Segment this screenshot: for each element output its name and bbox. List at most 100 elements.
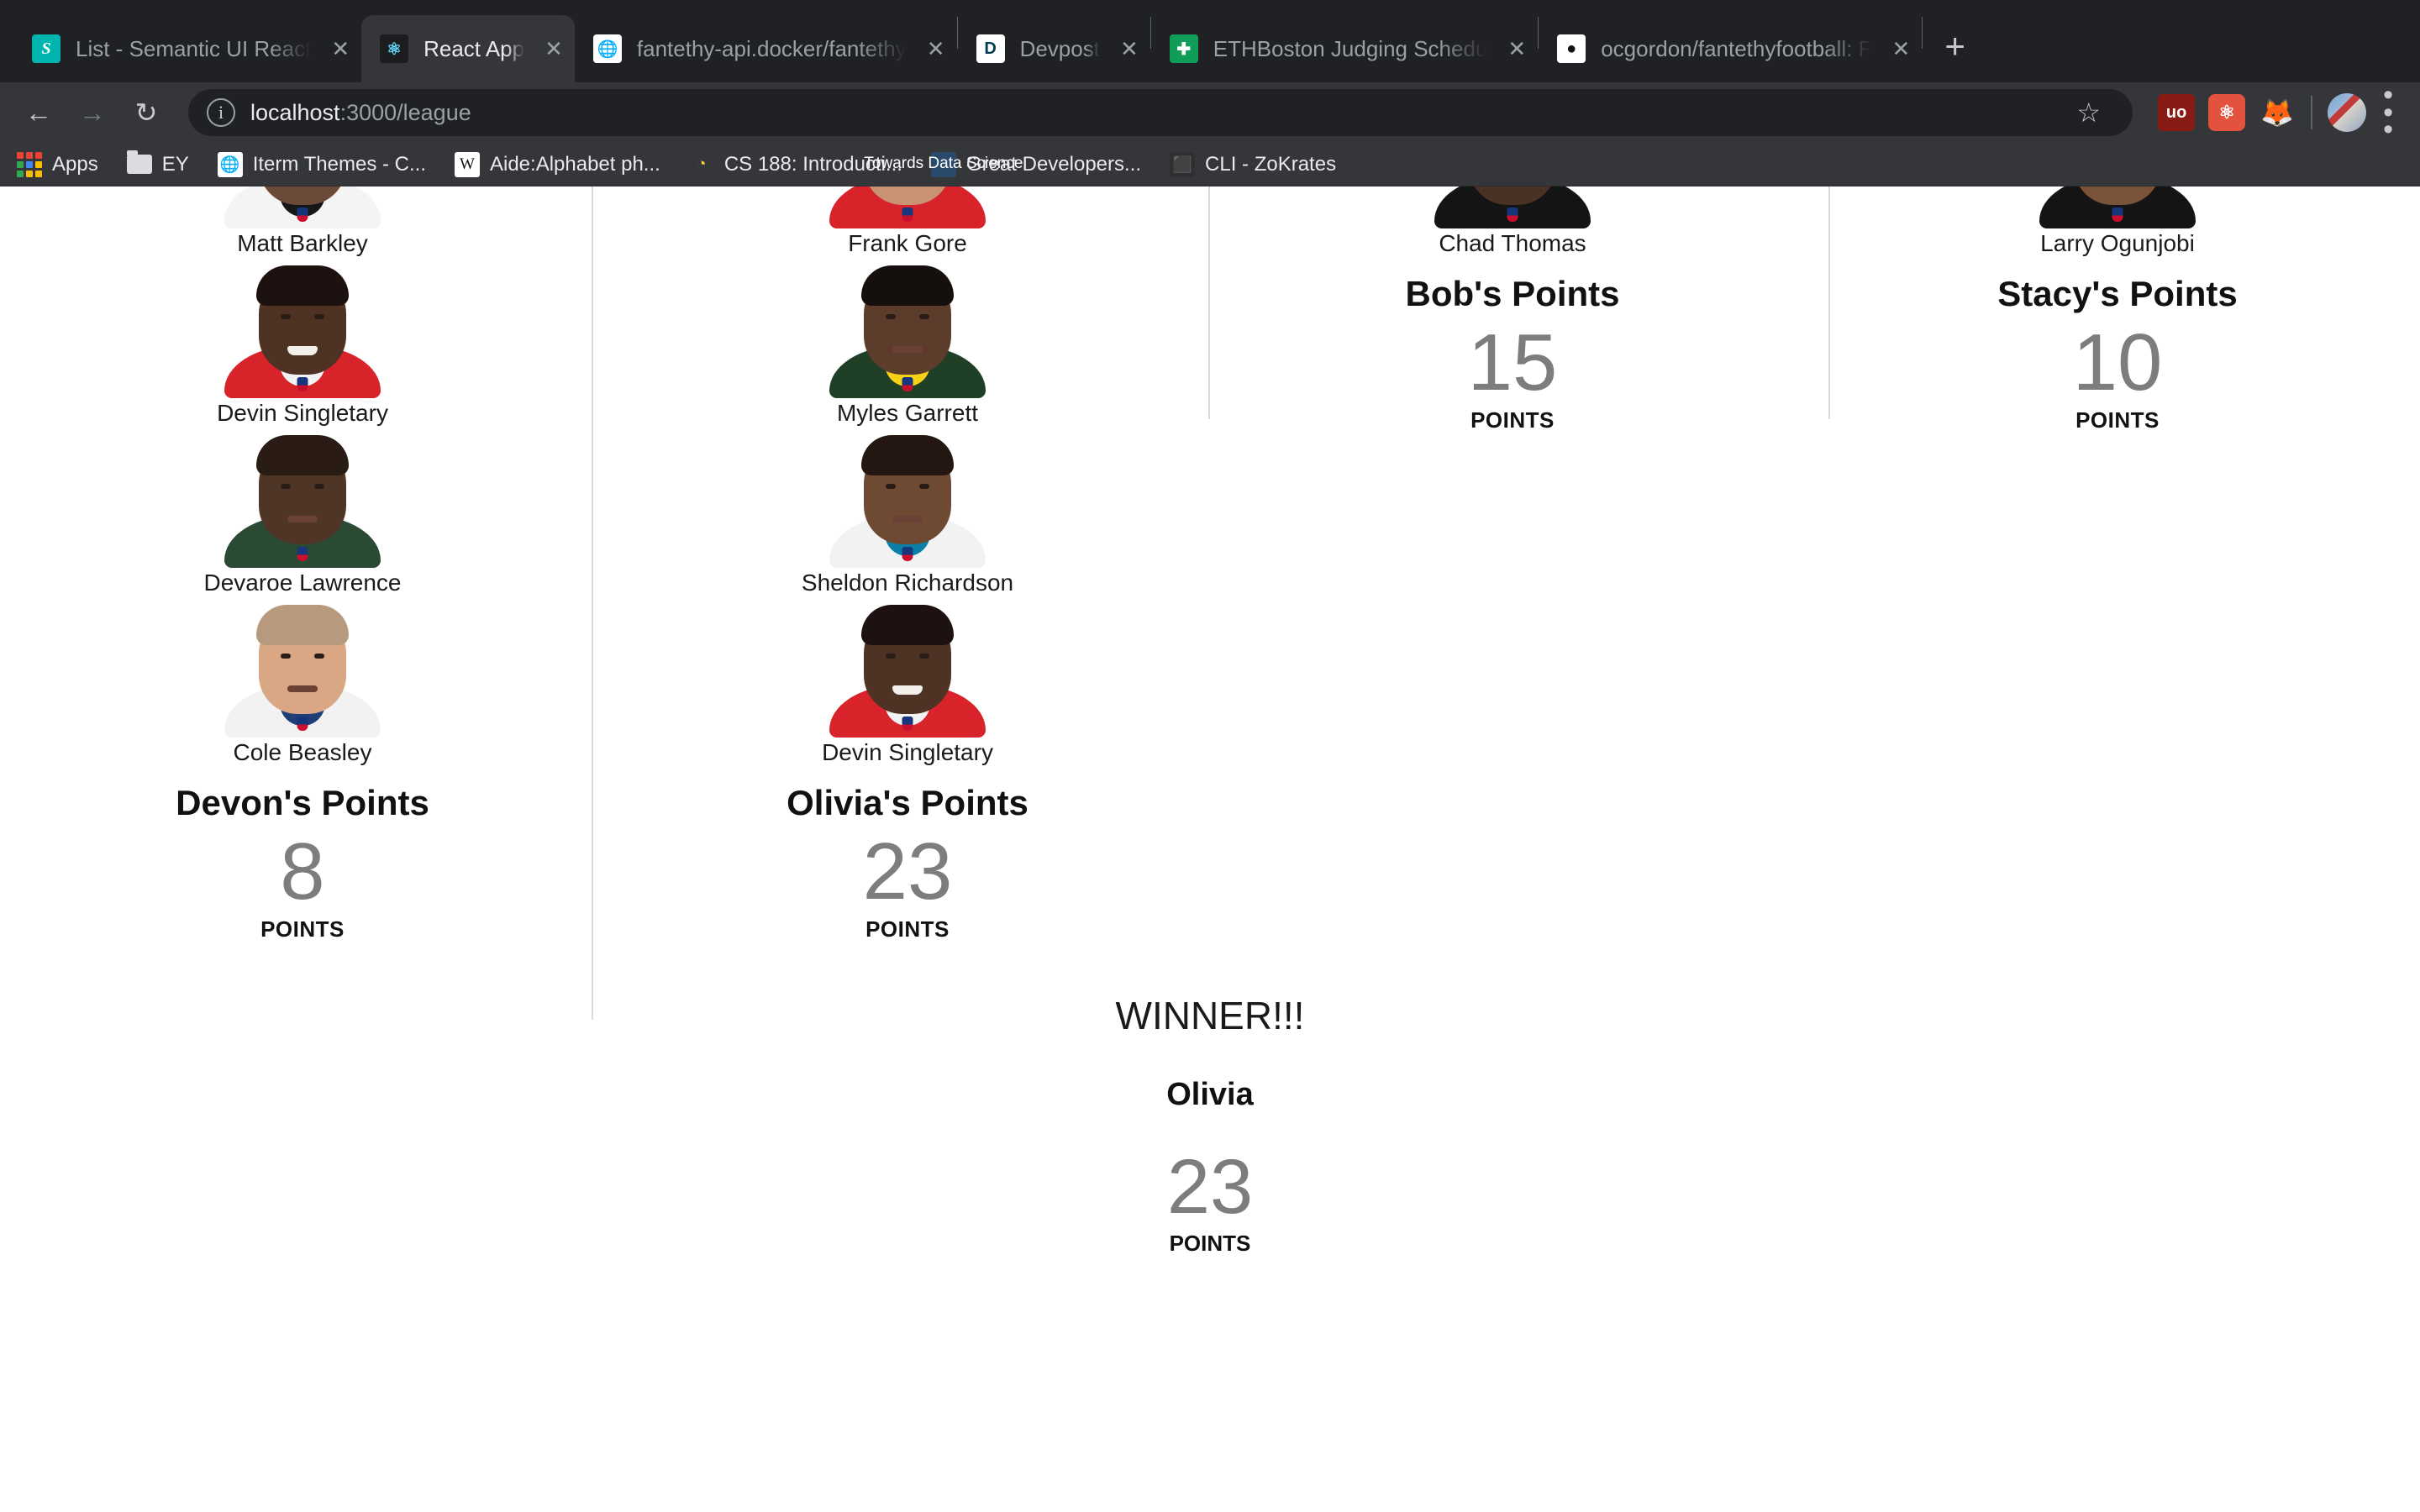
browser-tab-4[interactable]: ✚ ETHBoston Judging Schedu ✕ (1151, 15, 1538, 82)
react-devtools-icon[interactable]: ⚛ (2208, 94, 2246, 131)
bookmark-label: Apps (52, 152, 98, 176)
forward-icon[interactable]: → (79, 97, 106, 128)
browser-tab-5[interactable]: ● ocgordon/fantethyfootball: F ✕ (1539, 15, 1922, 82)
browser-tab-2[interactable]: 🌐 fantethy-api.docker/fantethy ✕ (575, 15, 957, 82)
new-tab-button[interactable]: + (1944, 26, 1965, 66)
player-name: Devin Singletary (822, 739, 993, 765)
close-icon[interactable]: ✕ (1507, 35, 1527, 61)
tab-title: List - Semantic UI React (76, 35, 312, 61)
bookmark-aide-alphabet[interactable]: W Aide:Alphabet ph... (454, 151, 660, 177)
tab-strip: S List - Semantic UI React ✕ ⚛ React App… (0, 0, 2420, 82)
team-points-value: 10 (2072, 318, 2163, 407)
profile-avatar[interactable] (2328, 93, 2367, 132)
tab-title: Devpost (1019, 35, 1100, 61)
team-column-bob: Chad Thomas Bob's Points 15 POINTS (1210, 186, 1815, 942)
url-path: :3000/league (339, 99, 471, 125)
bookmark-label: CLI - ZoKrates (1205, 152, 1337, 176)
player-name: Devin Singletary (217, 400, 388, 426)
bookmark-label: Iterm Themes - C... (252, 152, 426, 176)
player-card[interactable]: Devin Singletary (815, 605, 1000, 766)
url-text: localhost:3000/league (250, 100, 471, 126)
bookmark-label: EY (161, 152, 189, 176)
player-card[interactable]: Devin Singletary (210, 265, 395, 427)
reload-icon[interactable]: ↻ (134, 97, 158, 128)
close-icon[interactable]: ✕ (1891, 35, 1911, 61)
team-points-title: Olivia's Points (786, 783, 1028, 822)
close-icon[interactable]: ✕ (1119, 35, 1139, 61)
player-headshot (819, 265, 996, 398)
player-card[interactable]: Matt Barkley (210, 186, 395, 257)
bookmark-ey[interactable]: EY (126, 150, 189, 177)
team-column-stacy: Larry Ogunjobi Stacy's Points 10 POINTS (1815, 186, 2420, 942)
browser-tab-3[interactable]: D Devpost ✕ (958, 15, 1150, 82)
player-card[interactable]: Chad Thomas (1420, 186, 1605, 257)
team-points-title: Stacy's Points (1997, 274, 2238, 313)
bookmark-label: Aide:Alphabet ph... (489, 152, 660, 176)
site-info-icon[interactable]: i (207, 98, 235, 127)
team-points-value: 8 (280, 827, 325, 916)
browser-tab-0[interactable]: S List - Semantic UI React ✕ (13, 15, 361, 82)
player-headshot (819, 186, 996, 228)
browser-tab-1[interactable]: ⚛ React App ✕ (361, 15, 575, 82)
player-card[interactable]: Frank Gore (815, 186, 1000, 257)
player-name: Frank Gore (848, 230, 967, 256)
address-bar[interactable]: i localhost:3000/league ☆ (188, 89, 2133, 136)
globe-icon: 🌐 (592, 34, 622, 63)
bookmark-apps[interactable]: Apps (17, 151, 98, 177)
player-name: Devaroe Lawrence (203, 570, 402, 596)
points-label: POINTS (2075, 407, 2160, 433)
close-icon[interactable]: ✕ (544, 35, 563, 61)
bookmark-great-developers[interactable]: Towards Data Science Great Developers... (864, 151, 1142, 177)
bookmark-iterm-themes[interactable]: 🌐 Iterm Themes - C... (217, 151, 426, 177)
close-icon[interactable]: ✕ (926, 35, 945, 61)
tab-separator (1150, 17, 1151, 49)
folder-icon (126, 150, 152, 177)
tab-title: ocgordon/fantethyfootball: F (1601, 35, 1872, 61)
team-points-value: 15 (1467, 318, 1558, 407)
column-divider-3 (1828, 186, 1830, 419)
url-host: localhost (250, 99, 340, 125)
devpost-icon: D (976, 34, 1005, 63)
towards-data-science-icon: Towards Data Science (864, 151, 1023, 177)
bookmark-cs188[interactable]: ◔ CS 188: Introducti... (689, 152, 902, 177)
column-divider-2 (1208, 186, 1210, 419)
player-headshot (819, 605, 996, 738)
player-name: Sheldon Richardson (801, 570, 1014, 596)
tab-separator (1922, 17, 1923, 49)
react-icon: ⚛ (380, 34, 409, 63)
player-card[interactable]: Larry Ogunjobi (2025, 186, 2210, 257)
points-label: POINTS (1470, 407, 1555, 433)
points-label: POINTS (260, 916, 345, 942)
player-headshot (1424, 186, 1601, 228)
browser-toolbar: ← → ↻ i localhost:3000/league ☆ uο ⚛ 🦊 •… (0, 79, 2420, 146)
winner-section: WINNER!!! Olivia 23 POINTS (0, 942, 2420, 1257)
terminal-icon: ⬛ (1170, 151, 1196, 177)
browser-menu-icon[interactable]: • • • (2383, 79, 2393, 146)
google-sheets-icon: ✚ (1169, 34, 1198, 63)
player-headshot (2029, 186, 2206, 228)
tab-title: React App (424, 35, 525, 61)
winner-name: Olivia (1166, 1076, 1254, 1112)
ublock-origin-icon[interactable]: uο (2158, 94, 2196, 131)
winner-heading: WINNER!!! (1115, 993, 1305, 1037)
player-card[interactable]: Cole Beasley (210, 605, 395, 766)
bookmark-label: CS 188: Introducti... (723, 152, 902, 176)
bookmark-cli-zokrates[interactable]: ⬛ CLI - ZoKrates (1170, 151, 1337, 177)
tab-title: ETHBoston Judging Schedu (1213, 35, 1488, 61)
pacman-icon: ◔ (697, 155, 707, 173)
close-icon[interactable]: ✕ (331, 35, 350, 61)
metamask-icon[interactable]: 🦊 (2260, 97, 2295, 128)
bookmark-label: Great Developers... (965, 152, 1142, 176)
player-headshot (214, 265, 391, 398)
league-matchups: Matt Barkley (0, 186, 2420, 1020)
player-card[interactable]: Sheldon Richardson (802, 435, 1013, 596)
tab-title: fantethy-api.docker/fantethy (636, 35, 907, 61)
bookmark-star-icon[interactable]: ☆ (2076, 97, 2102, 128)
github-icon: ● (1557, 34, 1586, 63)
winner-points-label: POINTS (1169, 1230, 1251, 1256)
back-icon[interactable]: ← (25, 97, 52, 128)
player-card[interactable]: Myles Garrett (815, 265, 1000, 427)
player-card[interactable]: Devaroe Lawrence (203, 435, 402, 596)
globe-icon: 🌐 (217, 151, 243, 177)
